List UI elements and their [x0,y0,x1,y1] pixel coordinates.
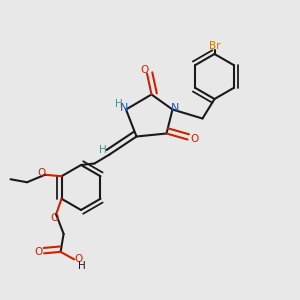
Text: O: O [50,213,59,223]
Text: Br: Br [209,40,220,51]
Text: O: O [74,254,83,264]
Text: H: H [115,99,122,109]
Text: H: H [99,145,107,155]
Text: N: N [120,103,129,113]
Text: O: O [140,65,149,75]
Text: O: O [34,247,43,257]
Text: O: O [37,168,46,178]
Text: N: N [171,103,180,113]
Text: O: O [190,134,198,144]
Text: H: H [78,261,86,271]
